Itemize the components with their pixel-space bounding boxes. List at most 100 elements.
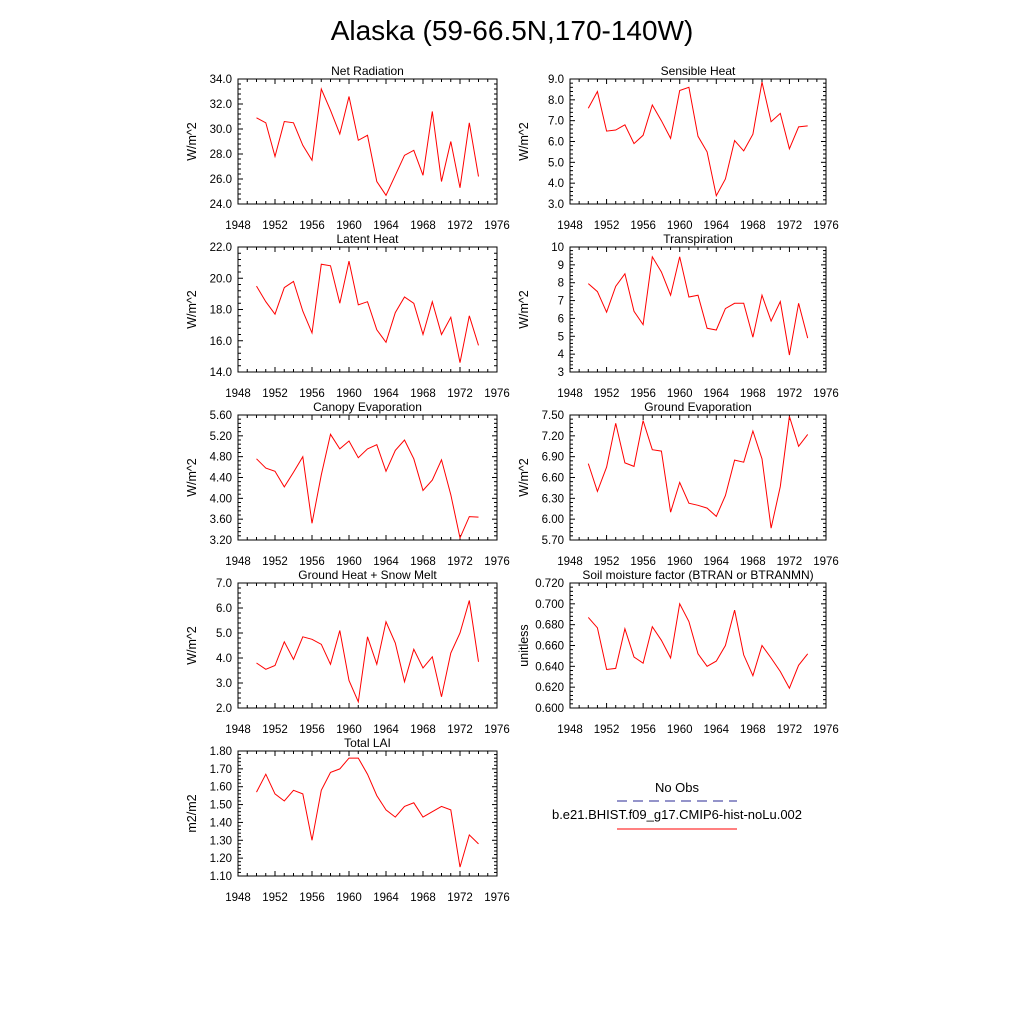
y-axis-label: m2/m2	[185, 794, 199, 832]
y-tick-label: 5	[558, 331, 564, 343]
x-tick-label: 1956	[299, 892, 325, 904]
y-tick-label: 4.0	[548, 178, 564, 190]
x-tick-label: 1948	[557, 388, 583, 400]
y-tick-label: 0.700	[535, 599, 564, 611]
x-tick-label: 1964	[373, 724, 399, 736]
plot-frame	[237, 582, 498, 709]
x-tick-label: 1952	[594, 220, 620, 232]
x-tick-label: 1968	[410, 724, 436, 736]
y-tick-label: 6.0	[548, 137, 564, 149]
plot-frame	[237, 414, 498, 541]
x-tick-label: 1956	[630, 220, 656, 232]
y-tick-label: 4.40	[210, 473, 232, 485]
x-tick-label: 1960	[336, 388, 362, 400]
panel-title: Canopy Evaporation	[313, 400, 422, 414]
series-line	[587, 255, 809, 356]
x-tick-label: 1964	[373, 220, 399, 232]
x-tick-label: 1972	[777, 220, 803, 232]
y-tick-label: 0.660	[535, 641, 564, 653]
x-tick-label: 1976	[484, 724, 510, 736]
x-tick-label: 1960	[336, 724, 362, 736]
y-tick-label: 6.30	[542, 493, 564, 505]
y-tick-label: 3.60	[210, 514, 232, 526]
series-line	[256, 87, 479, 197]
legend: No Obs b.e21.BHIST.f09_g17.CMIP6-hist-no…	[552, 780, 802, 830]
x-tick-label: 1952	[262, 220, 288, 232]
x-tick-label: 1952	[594, 388, 620, 400]
y-tick-label: 5.0	[548, 157, 564, 169]
series-line	[587, 602, 809, 690]
x-tick-label: 1976	[813, 556, 839, 568]
y-tick-label: 1.40	[210, 817, 232, 829]
x-tick-label: 1976	[484, 388, 510, 400]
y-axis-label: W/m^2	[185, 290, 199, 329]
y-tick-label: 9.0	[548, 74, 564, 86]
panel-title: Ground Evaporation	[644, 400, 751, 414]
panels: Net Radiation W/m^2 1948 1952 1956 1960 1964 19…	[185, 64, 839, 904]
x-tick-label: 1968	[740, 220, 766, 232]
x-tick-label: 1968	[740, 724, 766, 736]
panel-title: Net Radiation	[331, 64, 404, 78]
y-tick-label: 0.640	[535, 661, 564, 673]
y-tick-label: 22.0	[210, 242, 232, 254]
x-tick-label: 1964	[703, 388, 729, 400]
y-tick-label: 5.0	[216, 628, 232, 640]
y-tick-label: 8.0	[548, 95, 564, 107]
y-tick-label: 7.0	[548, 116, 564, 128]
y-axis-label: W/m^2	[517, 458, 531, 497]
y-axis-label: W/m^2	[185, 626, 199, 665]
x-tick-label: 1964	[373, 388, 399, 400]
y-tick-label: 32.0	[210, 99, 232, 111]
x-tick-label: 1948	[225, 724, 251, 736]
x-tick-label: 1964	[373, 556, 399, 568]
y-tick-label: 7	[558, 296, 564, 308]
y-tick-label: 1.50	[210, 800, 232, 812]
y-tick-label: 3.20	[210, 535, 232, 547]
y-tick-label: 3.0	[216, 678, 232, 690]
x-tick-label: 1972	[777, 724, 803, 736]
series-line	[256, 600, 479, 704]
y-tick-label: 4.00	[210, 493, 232, 505]
y-tick-label: 8	[558, 278, 564, 290]
x-tick-label: 1976	[484, 556, 510, 568]
x-tick-label: 1956	[299, 388, 325, 400]
chart-transpiration: Transpiration W/m^2 1948 1952 1956 1960 1964 19…	[517, 232, 839, 400]
y-tick-label: 14.0	[210, 367, 232, 379]
x-tick-label: 1964	[703, 556, 729, 568]
y-tick-label: 1.80	[210, 746, 232, 758]
x-tick-label: 1948	[557, 556, 583, 568]
x-tick-label: 1956	[299, 556, 325, 568]
y-tick-label: 0.680	[535, 620, 564, 632]
y-tick-label: 1.60	[210, 782, 232, 794]
legend-obs-label: No Obs	[655, 780, 700, 795]
panel-title: Sensible Heat	[661, 64, 736, 78]
plot-frame	[569, 246, 827, 373]
y-tick-label: 24.0	[210, 199, 232, 211]
chart-sensible-heat: Sensible Heat W/m^2 1948 1952 1956 1960 1964 19…	[517, 64, 839, 232]
x-tick-label: 1948	[557, 220, 583, 232]
x-tick-label: 1976	[484, 892, 510, 904]
y-tick-label: 4	[558, 349, 565, 361]
y-axis-label: W/m^2	[517, 122, 531, 161]
x-tick-label: 1972	[447, 724, 473, 736]
y-tick-label: 0.620	[535, 682, 564, 694]
series-line	[587, 81, 808, 198]
y-tick-label: 7.50	[542, 410, 564, 422]
x-tick-label: 1960	[667, 220, 693, 232]
plot-frame	[237, 78, 498, 205]
chart-ground-evaporation: Ground Evaporation W/m^2 1948 1952 1956 1960 1…	[517, 400, 839, 568]
x-tick-label: 1972	[447, 388, 473, 400]
y-tick-label: 6.0	[216, 603, 232, 615]
y-tick-label: 2.0	[216, 703, 232, 715]
figure-title: Alaska (59-66.5N,170-140W)	[331, 15, 694, 46]
panel-title: Transpiration	[663, 232, 733, 246]
x-tick-label: 1976	[813, 220, 839, 232]
y-tick-label: 0.720	[535, 578, 564, 590]
x-tick-label: 1968	[740, 556, 766, 568]
y-tick-label: 26.0	[210, 174, 232, 186]
x-tick-label: 1972	[447, 892, 473, 904]
y-tick-label: 7.20	[542, 431, 564, 443]
y-tick-label: 3.0	[548, 199, 564, 211]
y-tick-label: 6.00	[542, 514, 564, 526]
x-tick-label: 1976	[813, 724, 839, 736]
